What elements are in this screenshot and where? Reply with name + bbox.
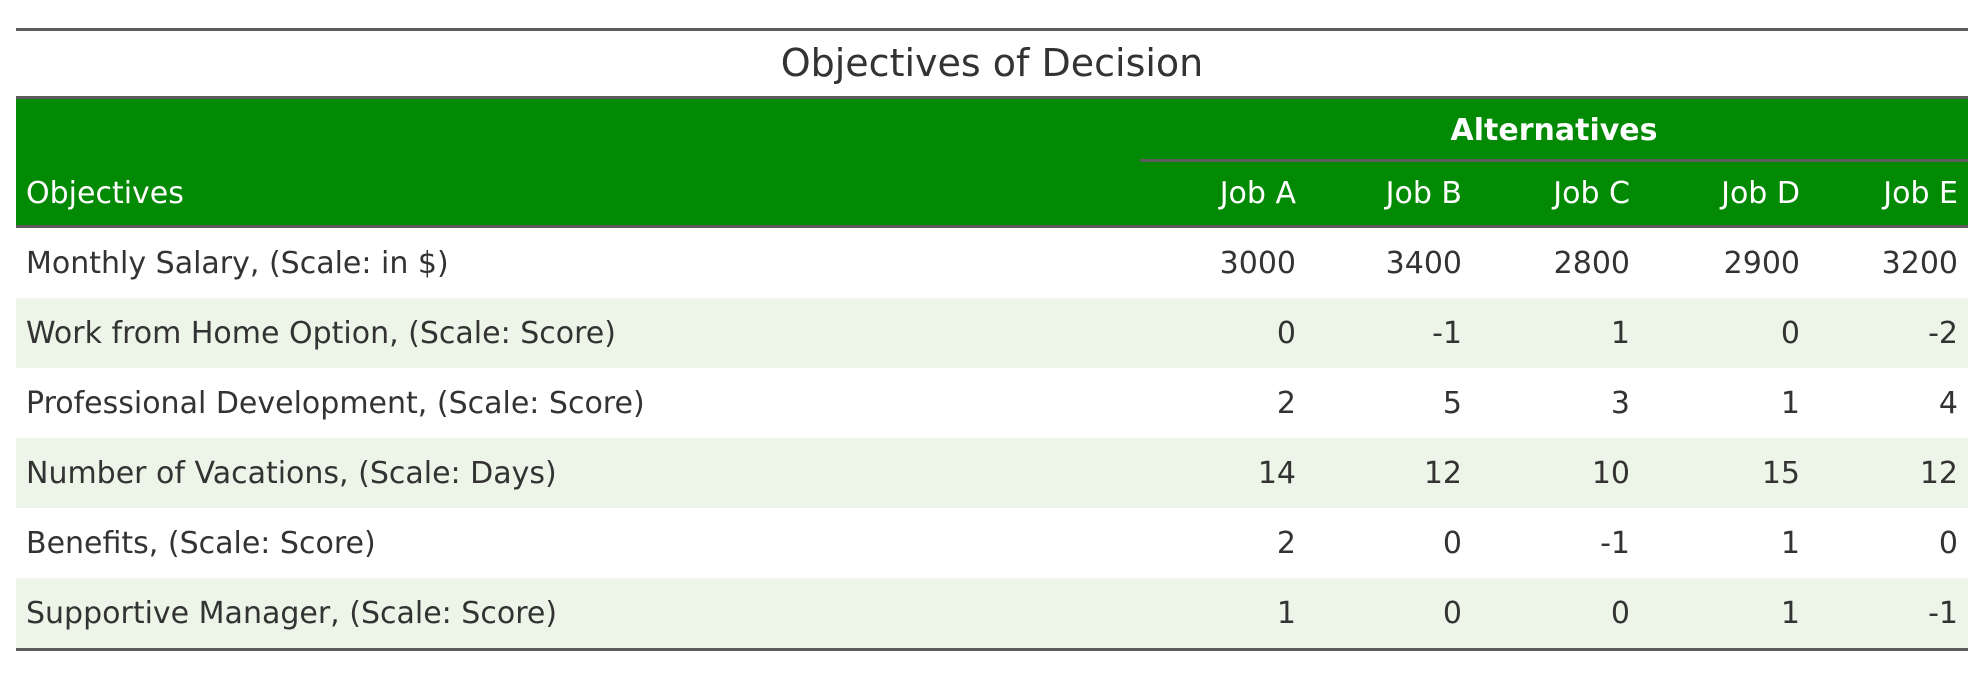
value-cell: 0 [1938, 525, 1958, 561]
column-header-row: Objectives Job A Job B Job C Job D Job E [16, 162, 1968, 225]
table-header: Alternatives Objectives Job A Job B Job … [16, 96, 1968, 228]
objective-cell: Supportive Manager, (Scale: Score) [26, 595, 558, 631]
table-row: Professional Development, (Scale: Score)… [16, 368, 1968, 438]
bottom-rule [16, 648, 1968, 651]
value-cell: 1 [1780, 385, 1800, 421]
objective-cell: Number of Vacations, (Scale: Days) [26, 455, 557, 491]
value-cell: -1 [1432, 315, 1462, 351]
objective-cell: Professional Development, (Scale: Score) [26, 385, 645, 421]
value-cell: 3000 [1219, 245, 1296, 281]
column-header-job-d: Job D [1721, 176, 1800, 211]
alternatives-spanner: Alternatives [1140, 99, 1968, 162]
table-row: Monthly Salary, (Scale: in $) 3000 3400 … [16, 228, 1968, 298]
value-cell: 2 [1276, 385, 1296, 421]
table-title: Objectives of Decision [780, 41, 1204, 85]
value-cell: 0 [1780, 315, 1800, 351]
value-cell: 3200 [1881, 245, 1958, 281]
value-cell: 10 [1591, 455, 1630, 491]
table-row: Supportive Manager, (Scale: Score) 1 0 0… [16, 578, 1968, 648]
column-header-job-b: Job B [1385, 176, 1462, 211]
objective-cell: Monthly Salary, (Scale: in $) [26, 245, 449, 281]
column-header-job-e: Job E [1883, 176, 1958, 211]
column-header-objectives: Objectives [26, 176, 184, 211]
value-cell: 1 [1276, 595, 1296, 631]
table-row: Benefits, (Scale: Score) 2 0 -1 1 0 [16, 508, 1968, 578]
value-cell: 2900 [1723, 245, 1800, 281]
value-cell: -1 [1928, 595, 1958, 631]
value-cell: -1 [1600, 525, 1630, 561]
value-cell: 2 [1276, 525, 1296, 561]
value-cell: 1 [1610, 315, 1630, 351]
top-rule [16, 28, 1968, 31]
objective-cell: Work from Home Option, (Scale: Score) [26, 315, 616, 351]
spanner-rule [1140, 159, 1968, 162]
value-cell: 14 [1257, 455, 1296, 491]
value-cell: 4 [1938, 385, 1958, 421]
value-cell: 0 [1442, 595, 1462, 631]
value-cell: 12 [1423, 455, 1462, 491]
value-cell: -2 [1928, 315, 1958, 351]
alternatives-label: Alternatives [1450, 113, 1658, 148]
value-cell: 0 [1276, 315, 1296, 351]
value-cell: 1 [1780, 595, 1800, 631]
value-cell: 1 [1780, 525, 1800, 561]
value-cell: 3400 [1385, 245, 1462, 281]
table-row: Number of Vacations, (Scale: Days) 14 12… [16, 438, 1968, 508]
value-cell: 12 [1919, 455, 1958, 491]
value-cell: 5 [1442, 385, 1462, 421]
value-cell: 0 [1442, 525, 1462, 561]
value-cell: 3 [1610, 385, 1630, 421]
column-header-job-a: Job A [1219, 176, 1296, 211]
value-cell: 0 [1610, 595, 1630, 631]
decision-table: Objectives of Decision Alternatives Obje… [16, 28, 1968, 651]
value-cell: 2800 [1553, 245, 1630, 281]
column-header-job-c: Job C [1553, 176, 1630, 211]
value-cell: 15 [1761, 455, 1800, 491]
objective-cell: Benefits, (Scale: Score) [26, 525, 376, 561]
table-row: Work from Home Option, (Scale: Score) 0 … [16, 298, 1968, 368]
